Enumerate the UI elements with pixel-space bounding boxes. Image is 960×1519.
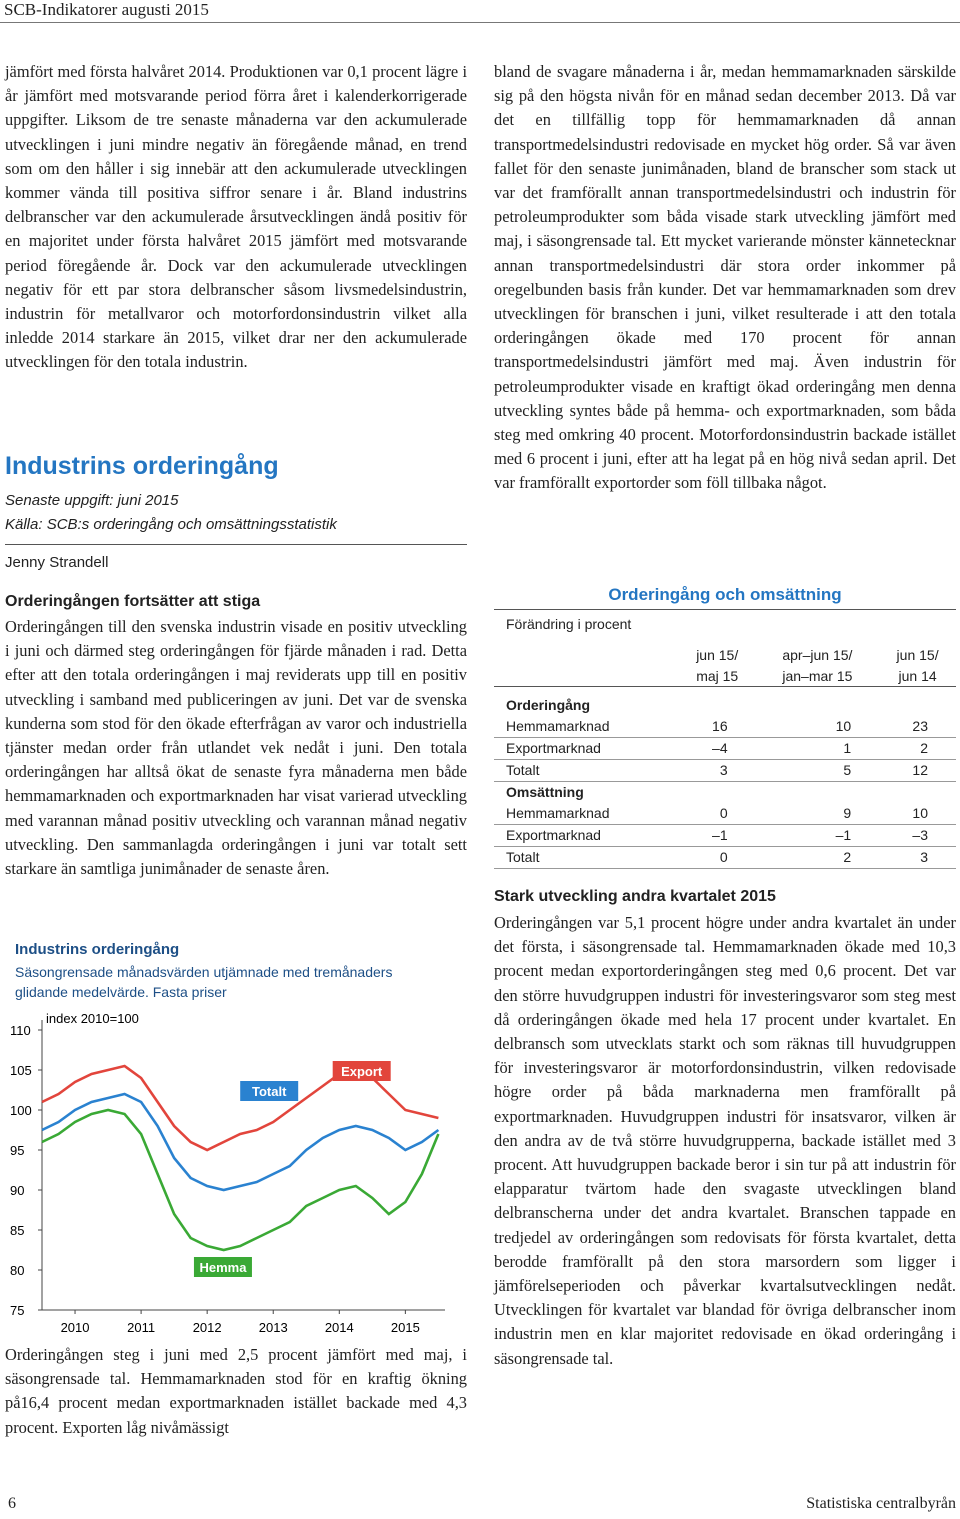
column-header: jan–mar 15 bbox=[782, 667, 853, 684]
paragraph: bland de svagare månaderna i år, medan h… bbox=[494, 62, 956, 493]
column-header: maj 15 bbox=[696, 667, 739, 684]
value-cell: 5 bbox=[843, 762, 852, 778]
value-cell: 0 bbox=[719, 849, 728, 865]
column-header: jun 14 bbox=[898, 667, 937, 684]
table: jun 15/apr–jun 15/jun 15/maj 15 jan–mar 1… bbox=[494, 644, 956, 869]
y-tick-label: 75 bbox=[10, 1303, 24, 1318]
data-row: Hemmamarknad 16 10 23 bbox=[494, 716, 956, 737]
table-unit: Förändring i procent bbox=[506, 616, 632, 632]
value-cell: 9 bbox=[843, 805, 852, 821]
running-header: SCB-Indikatorer augusti 2015 bbox=[0, 0, 960, 23]
data-row: Hemmamarknad 0 9 10 bbox=[494, 803, 956, 824]
row-label: Hemmamarknad bbox=[506, 805, 610, 821]
paragraph: Orderingången till den svenska industrin… bbox=[5, 617, 467, 879]
row-label: Exportmarknad bbox=[506, 827, 601, 843]
value-cell: 3 bbox=[920, 849, 928, 865]
y-tick-label: 90 bbox=[10, 1183, 24, 1198]
value-cell: 10 bbox=[835, 718, 852, 734]
subhead: Orderingången fortsätter att stiga bbox=[5, 593, 261, 610]
y-unit: index 2010=100 bbox=[46, 1011, 139, 1026]
y-tick-label: 110 bbox=[10, 1023, 31, 1038]
row-label: Hemmamarknad bbox=[506, 718, 610, 734]
value-cell: –1 bbox=[835, 827, 852, 843]
row-label: Exportmarknad bbox=[506, 740, 601, 756]
legend-label: Totalt bbox=[252, 1084, 287, 1099]
data-row: Exportmarknad –4 1 2 bbox=[494, 737, 956, 759]
cell bbox=[494, 644, 679, 665]
header-row: maj 15 jan–mar 15 jun 14 bbox=[494, 665, 956, 687]
y-tick-label: 95 bbox=[10, 1143, 24, 1158]
page-number: 6 bbox=[8, 1495, 16, 1512]
column-header: jun 15/ bbox=[696, 646, 739, 663]
section-title: Industrins orderingång bbox=[5, 452, 279, 480]
header-row: jun 15/apr–jun 15/jun 15/ bbox=[494, 644, 956, 665]
publisher: Statistiska centralbyrån bbox=[806, 1495, 956, 1512]
section-row: Omsättning bbox=[494, 781, 956, 803]
x-tick-label: 2014 bbox=[325, 1320, 354, 1335]
x-tick-label: 2012 bbox=[193, 1320, 222, 1335]
cell bbox=[494, 665, 679, 687]
table-title: Orderingång och omsättning bbox=[494, 585, 956, 610]
source: Källa: SCB:s orderingång och omsättnings… bbox=[5, 516, 337, 533]
section-row: Orderingång bbox=[494, 695, 956, 716]
x-tick-label: 2010 bbox=[61, 1320, 90, 1335]
value-cell: 16 bbox=[712, 718, 728, 734]
legend-box bbox=[332, 1061, 391, 1081]
y-tick-label: 100 bbox=[10, 1103, 32, 1118]
chart: index 2010=100 75 80 85 90 95 100 105 110 2010 201… bbox=[10, 1011, 445, 1335]
value-cell: 0 bbox=[719, 805, 728, 821]
y-tick-label: 80 bbox=[10, 1263, 24, 1278]
rule bbox=[5, 544, 467, 545]
series-line bbox=[41, 1092, 440, 1192]
data-row: Exportmarknad –1 –1 –3 bbox=[494, 824, 956, 846]
legend-box bbox=[193, 1257, 252, 1277]
value-cell: –1 bbox=[712, 827, 728, 843]
value-cell: –3 bbox=[912, 827, 928, 843]
x-tick-label: 2011 bbox=[127, 1320, 155, 1335]
value-cell: 1 bbox=[843, 740, 852, 756]
value-cell: 2 bbox=[920, 740, 928, 756]
value-cell: –4 bbox=[712, 740, 728, 756]
series-line bbox=[41, 1108, 440, 1252]
value-cell: 2 bbox=[843, 849, 852, 865]
data-row: Totalt 0 2 3 bbox=[494, 846, 956, 868]
latest-update: Senaste uppgift: juni 2015 bbox=[5, 492, 179, 509]
data-row: Totalt 3 5 12 bbox=[494, 759, 956, 781]
x-tick-label: 2013 bbox=[259, 1320, 288, 1335]
legend-label: Export bbox=[341, 1064, 383, 1079]
author: Jenny Strandell bbox=[5, 554, 109, 571]
column-header: apr–jun 15/ bbox=[782, 646, 853, 663]
section-title: Orderingång bbox=[506, 697, 591, 713]
y-tick-label: 105 bbox=[10, 1063, 32, 1078]
legend-box bbox=[240, 1081, 299, 1101]
paragraph: Orderingången steg i juni med 2,5 procen… bbox=[5, 1345, 467, 1437]
paragraph: jämfört med första halvåret 2014. Produk… bbox=[5, 62, 467, 372]
row-label: Totalt bbox=[506, 849, 540, 865]
row-label: Totalt bbox=[506, 762, 540, 778]
section-title: Omsättning bbox=[506, 784, 584, 800]
value-cell: 12 bbox=[912, 762, 928, 778]
value-cell: 23 bbox=[912, 718, 928, 734]
value-cell: 10 bbox=[912, 805, 928, 821]
table-box: Orderingång och omsättning Förändring i … bbox=[494, 585, 956, 869]
column-header: jun 15/ bbox=[896, 646, 939, 663]
chart-title: Industrins orderingång bbox=[15, 941, 180, 958]
chart-subtitle: Säsongrensade månadsvärden utjämnade med… bbox=[15, 964, 393, 1000]
subhead: Stark utveckling andra kvartalet 2015 bbox=[494, 888, 776, 905]
paragraph: Orderingången var 5,1 procent högre unde… bbox=[494, 913, 956, 1368]
x-tick-label: 2015 bbox=[391, 1320, 420, 1335]
value-cell: 3 bbox=[719, 762, 728, 778]
legend-label: Hemma bbox=[199, 1260, 247, 1275]
spacer bbox=[494, 687, 956, 695]
y-tick-label: 85 bbox=[10, 1223, 24, 1238]
